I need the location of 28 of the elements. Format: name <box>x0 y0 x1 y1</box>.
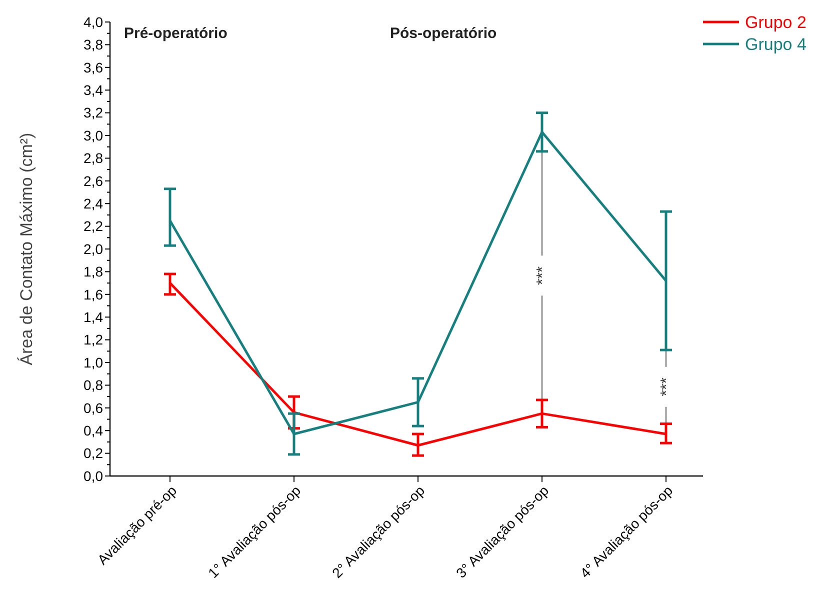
y-tick-label: 2,2 <box>84 218 104 234</box>
y-axis-title: Área de Contato Máximo (cm²) <box>17 132 36 366</box>
y-tick-label: 0,8 <box>84 377 104 394</box>
annotation: Pré-operatório <box>124 25 228 42</box>
y-tick-label: 1,2 <box>84 332 104 348</box>
y-tick-label: 2,6 <box>84 172 104 189</box>
y-tick-label: 3,2 <box>84 104 104 121</box>
y-tick-label: 2,0 <box>84 240 104 257</box>
y-tick-label: 3,4 <box>84 82 104 98</box>
y-tick-label: 4,0 <box>84 14 104 30</box>
y-tick-label: 0,2 <box>84 445 104 462</box>
legend-label: Grupo 4 <box>745 34 806 54</box>
annotation: *** <box>658 378 676 396</box>
y-tick-label: 2,8 <box>84 150 104 166</box>
y-tick-label: 1,8 <box>84 264 104 280</box>
y-tick-label: 2,4 <box>84 196 104 212</box>
y-tick-label: 3,0 <box>84 127 104 144</box>
y-tick-label: 0,6 <box>84 400 104 416</box>
y-tick-label: 1,4 <box>84 309 104 325</box>
y-tick-label: 1,0 <box>84 354 104 370</box>
y-tick-label: 3,6 <box>84 59 104 76</box>
y-tick-label: 0,0 <box>84 468 104 484</box>
y-tick-label: 0,4 <box>84 422 104 438</box>
annotation: *** <box>534 266 552 286</box>
annotation: Pós-operatório <box>390 25 497 42</box>
y-tick-label: 1,6 <box>84 286 104 302</box>
legend-label: Grupo 2 <box>745 12 806 32</box>
y-tick-label: 3,8 <box>84 36 104 53</box>
